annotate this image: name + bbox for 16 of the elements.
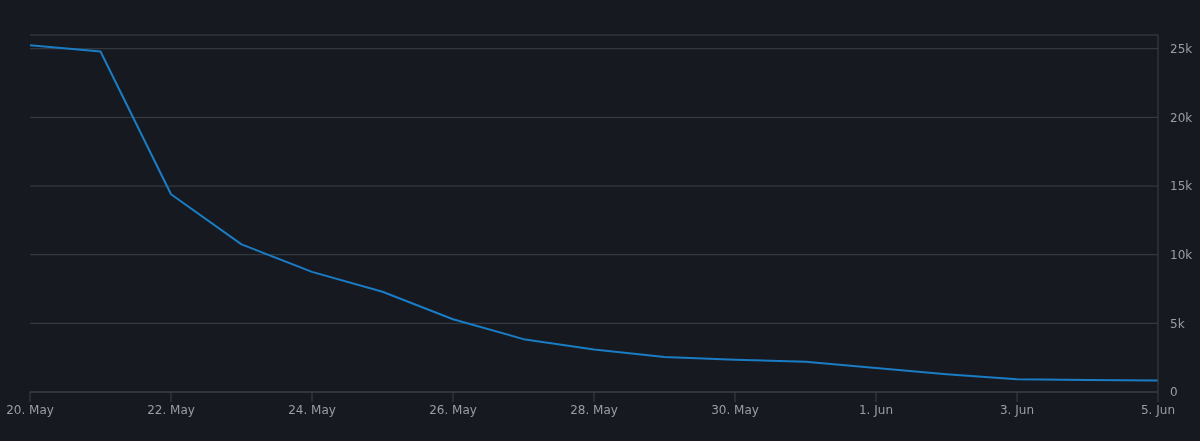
y-tick-label: 0 — [1170, 385, 1178, 400]
y-tick-label: 5k — [1170, 316, 1185, 331]
x-tick-label: 26. May — [429, 402, 477, 417]
x-tick-label: 5. Jun — [1140, 402, 1176, 417]
y-tick-label: 10k — [1170, 247, 1193, 262]
x-tick-label: 3. Jun — [999, 402, 1035, 417]
y-tick-label: 20k — [1170, 110, 1193, 125]
y-tick-label: 15k — [1170, 179, 1193, 194]
x-tick-label: 28. May — [570, 402, 618, 417]
x-tick-label: 22. May — [147, 402, 195, 417]
line-series — [30, 44, 1158, 382]
x-tick-label: 1. Jun — [858, 402, 894, 417]
x-tick-label: 20. May — [6, 402, 54, 417]
x-tick-label: 24. May — [288, 402, 336, 417]
y-tick-label: 25k — [1170, 41, 1193, 56]
x-tick-label: 30. May — [711, 402, 759, 417]
